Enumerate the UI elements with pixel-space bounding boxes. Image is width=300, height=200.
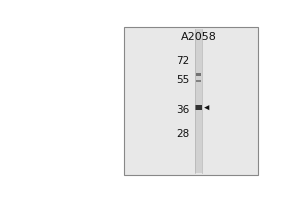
Bar: [196, 80, 201, 82]
Bar: [195, 105, 202, 110]
Bar: [195, 29, 202, 173]
Bar: [124, 27, 258, 175]
Text: A2058: A2058: [180, 32, 216, 42]
Text: 28: 28: [176, 129, 190, 139]
Text: 55: 55: [176, 75, 190, 85]
Text: 72: 72: [176, 56, 190, 66]
Polygon shape: [204, 105, 209, 110]
Bar: [196, 73, 201, 76]
Text: 36: 36: [176, 105, 190, 115]
